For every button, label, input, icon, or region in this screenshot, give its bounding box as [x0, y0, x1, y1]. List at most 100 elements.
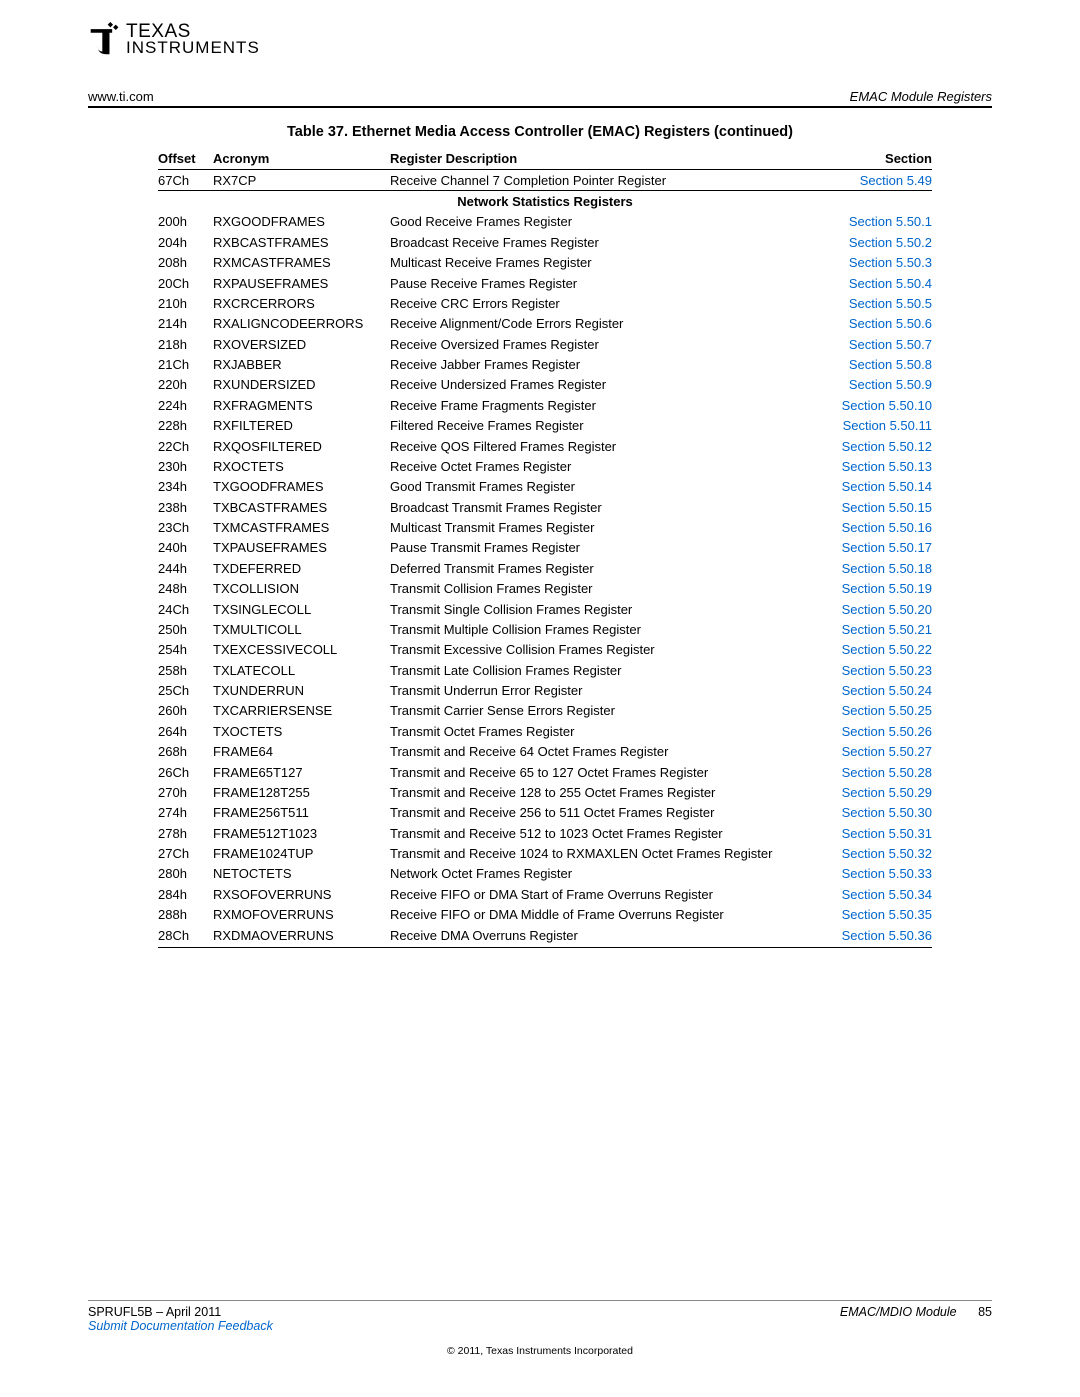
section-link[interactable]: Section 5.50.20 — [824, 599, 932, 619]
cell-acronym: RXFRAGMENTS — [213, 395, 390, 415]
cell-acronym: TXSINGLECOLL — [213, 599, 390, 619]
cell-offset: 20Ch — [158, 273, 213, 293]
col-header-acronym: Acronym — [213, 148, 390, 170]
cell-acronym: FRAME64 — [213, 742, 390, 762]
cell-desc: Transmit Multiple Collision Frames Regis… — [390, 619, 824, 639]
cell-acronym: TXLATECOLL — [213, 660, 390, 680]
section-link[interactable]: Section 5.50.23 — [824, 660, 932, 680]
footer-right: EMAC/MDIO Module 85 — [840, 1305, 992, 1333]
cell-desc: Transmit Single Collision Frames Registe… — [390, 599, 824, 619]
cell-acronym: RXGOODFRAMES — [213, 212, 390, 232]
table-row: 284hRXSOFOVERRUNSReceive FIFO or DMA Sta… — [158, 884, 932, 904]
cell-desc: Receive CRC Errors Register — [390, 293, 824, 313]
cell-desc: Multicast Receive Frames Register — [390, 253, 824, 273]
cell-offset: 258h — [158, 660, 213, 680]
section-link[interactable]: Section 5.50.17 — [824, 538, 932, 558]
cell-acronym: RXJABBER — [213, 354, 390, 374]
page-number: 85 — [978, 1305, 992, 1319]
table-row: 230hRXOCTETSReceive Octet Frames Registe… — [158, 456, 932, 476]
section-link[interactable]: Section 5.50.27 — [824, 742, 932, 762]
table-row: 240hTXPAUSEFRAMESPause Transmit Frames R… — [158, 538, 932, 558]
cell-desc: Transmit Carrier Sense Errors Register — [390, 701, 824, 721]
cell-offset: 208h — [158, 253, 213, 273]
cell-desc: Transmit Collision Frames Register — [390, 579, 824, 599]
cell-desc: Network Octet Frames Register — [390, 864, 824, 884]
ti-logo-text: TEXAS INSTRUMENTS — [126, 23, 260, 55]
section-link[interactable]: Section 5.49 — [824, 170, 932, 191]
section-link[interactable]: Section 5.50.30 — [824, 803, 932, 823]
cell-acronym: TXGOODFRAMES — [213, 477, 390, 497]
table-row: 260hTXCARRIERSENSETransmit Carrier Sense… — [158, 701, 932, 721]
col-header-section: Section — [824, 148, 932, 170]
table-caption: Table 37. Ethernet Media Access Controll… — [88, 124, 992, 140]
table-row: 280hNETOCTETSNetwork Octet Frames Regist… — [158, 864, 932, 884]
cell-desc: Pause Receive Frames Register — [390, 273, 824, 293]
section-link[interactable]: Section 5.50.32 — [824, 843, 932, 863]
section-link[interactable]: Section 5.50.9 — [824, 375, 932, 395]
section-link[interactable]: Section 5.50.4 — [824, 273, 932, 293]
cell-offset: 280h — [158, 864, 213, 884]
cell-acronym: FRAME512T1023 — [213, 823, 390, 843]
cell-acronym: NETOCTETS — [213, 864, 390, 884]
cell-desc: Good Transmit Frames Register — [390, 477, 824, 497]
cell-desc: Transmit Late Collision Frames Register — [390, 660, 824, 680]
cell-desc: Transmit and Receive 512 to 1023 Octet F… — [390, 823, 824, 843]
cell-offset: 22Ch — [158, 436, 213, 456]
cell-acronym: RXPAUSEFRAMES — [213, 273, 390, 293]
footer-docid: SPRUFL5B – April 2011 — [88, 1305, 221, 1319]
cell-desc: Filtered Receive Frames Register — [390, 416, 824, 436]
section-link[interactable]: Section 5.50.5 — [824, 293, 932, 313]
section-link[interactable]: Section 5.50.19 — [824, 579, 932, 599]
section-link[interactable]: Section 5.50.22 — [824, 640, 932, 660]
table-row: 28ChRXDMAOVERRUNSReceive DMA Overruns Re… — [158, 925, 932, 947]
section-link[interactable]: Section 5.50.3 — [824, 253, 932, 273]
section-link[interactable]: Section 5.50.16 — [824, 517, 932, 537]
section-link[interactable]: Section 5.50.24 — [824, 680, 932, 700]
cell-desc: Transmit Underrun Error Register — [390, 680, 824, 700]
section-link[interactable]: Section 5.50.25 — [824, 701, 932, 721]
section-link[interactable]: Section 5.50.2 — [824, 232, 932, 252]
section-link[interactable]: Section 5.50.10 — [824, 395, 932, 415]
table-row: 270hFRAME128T255Transmit and Receive 128… — [158, 782, 932, 802]
ti-logo-icon — [88, 22, 122, 56]
section-link[interactable]: Section 5.50.36 — [824, 925, 932, 947]
cell-desc: Transmit and Receive 1024 to RXMAXLEN Oc… — [390, 843, 824, 863]
section-link[interactable]: Section 5.50.6 — [824, 314, 932, 334]
table-row: 22ChRXQOSFILTEREDReceive QOS Filtered Fr… — [158, 436, 932, 456]
section-link[interactable]: Section 5.50.21 — [824, 619, 932, 639]
table-row: 250hTXMULTICOLLTransmit Multiple Collisi… — [158, 619, 932, 639]
section-link[interactable]: Section 5.50.18 — [824, 558, 932, 578]
table-row: 24ChTXSINGLECOLLTransmit Single Collisio… — [158, 599, 932, 619]
cell-offset: 268h — [158, 742, 213, 762]
cell-acronym: TXUNDERRUN — [213, 680, 390, 700]
cell-offset: 210h — [158, 293, 213, 313]
section-link[interactable]: Section 5.50.31 — [824, 823, 932, 843]
section-link[interactable]: Section 5.50.7 — [824, 334, 932, 354]
cell-offset: 260h — [158, 701, 213, 721]
section-link[interactable]: Section 5.50.8 — [824, 354, 932, 374]
footer-module-name: EMAC/MDIO Module — [840, 1305, 957, 1319]
cell-offset: 25Ch — [158, 680, 213, 700]
section-link[interactable]: Section 5.50.33 — [824, 864, 932, 884]
cell-acronym: TXPAUSEFRAMES — [213, 538, 390, 558]
section-link[interactable]: Section 5.50.35 — [824, 905, 932, 925]
section-link[interactable]: Section 5.50.26 — [824, 721, 932, 741]
cell-desc: Receive QOS Filtered Frames Register — [390, 436, 824, 456]
section-link[interactable]: Section 5.50.29 — [824, 782, 932, 802]
section-link[interactable]: Section 5.50.11 — [824, 416, 932, 436]
section-link[interactable]: Section 5.50.13 — [824, 456, 932, 476]
cell-offset: 27Ch — [158, 843, 213, 863]
submit-feedback-link[interactable]: Submit Documentation Feedback — [88, 1319, 273, 1333]
section-link[interactable]: Section 5.50.28 — [824, 762, 932, 782]
table-row: 258hTXLATECOLLTransmit Late Collision Fr… — [158, 660, 932, 680]
section-link[interactable]: Section 5.50.34 — [824, 884, 932, 904]
cell-offset: 214h — [158, 314, 213, 334]
section-link[interactable]: Section 5.50.12 — [824, 436, 932, 456]
table-row: 214hRXALIGNCODEERRORSReceive Alignment/C… — [158, 314, 932, 334]
header-url[interactable]: www.ti.com — [88, 89, 154, 104]
cell-desc: Deferred Transmit Frames Register — [390, 558, 824, 578]
table-row: 288hRXMOFOVERRUNSReceive FIFO or DMA Mid… — [158, 905, 932, 925]
section-link[interactable]: Section 5.50.14 — [824, 477, 932, 497]
section-link[interactable]: Section 5.50.15 — [824, 497, 932, 517]
section-link[interactable]: Section 5.50.1 — [824, 212, 932, 232]
